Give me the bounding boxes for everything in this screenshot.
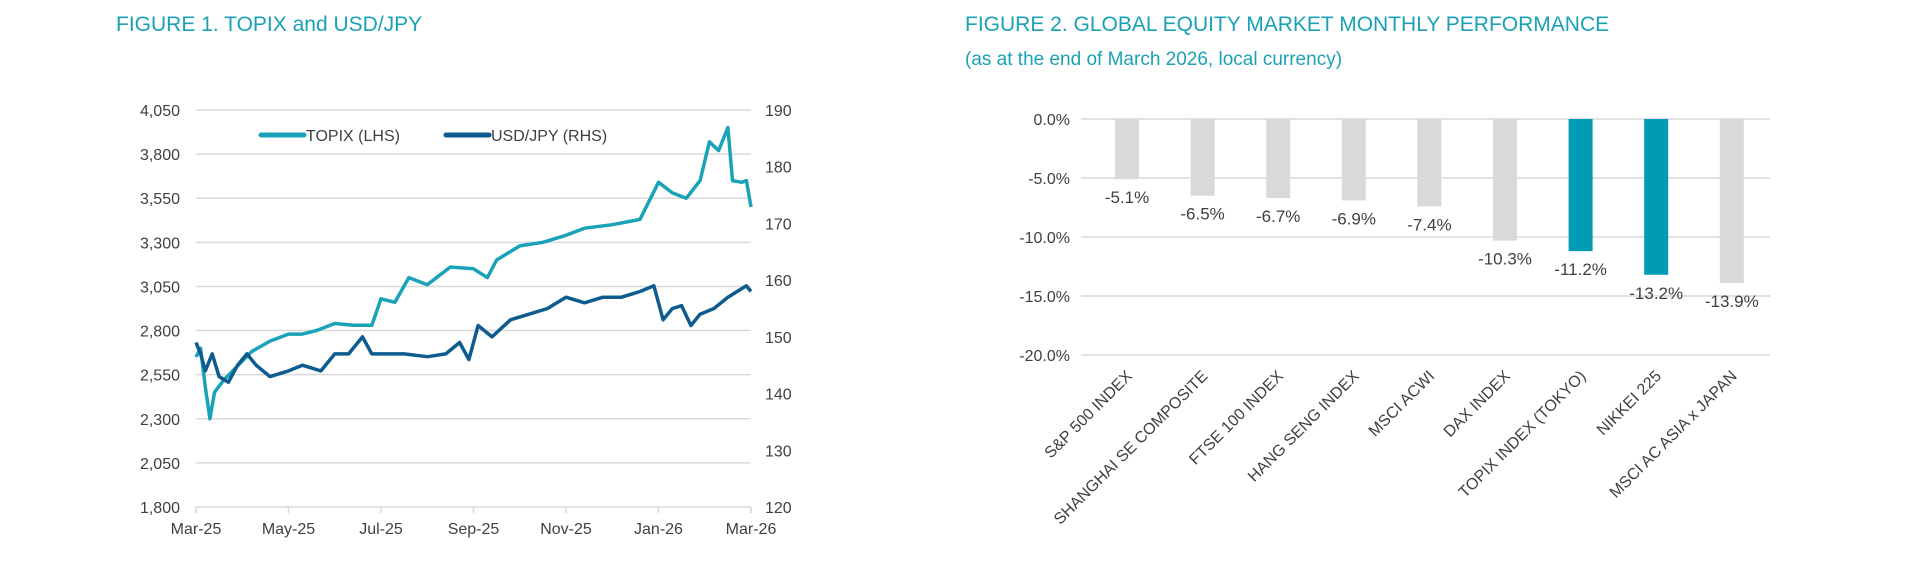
right-axis-tick: 140 (765, 387, 792, 404)
right-axis-tick: 160 (765, 273, 792, 290)
left-axis-tick: 4,050 (140, 103, 180, 120)
data-label: -13.2% (1629, 284, 1683, 303)
category-label: NIKKEI 225 (1594, 368, 1665, 439)
figure2-title: FIGURE 2. GLOBAL EQUITY MARKET MONTHLY P… (965, 13, 1609, 36)
x-axis-tick: Mar-25 (171, 521, 222, 538)
x-axis-tick: Nov-25 (540, 521, 592, 538)
data-label: -6.7% (1256, 207, 1300, 226)
left-axis-tick: 3,050 (140, 279, 180, 296)
series-line-usdjpy (194, 284, 753, 384)
left-axis-tick: 3,300 (140, 235, 180, 252)
right-axis-tick: 120 (765, 500, 792, 517)
bar (1644, 119, 1669, 275)
figure2-subtitle: (as at the end of March 2026, local curr… (965, 49, 1342, 70)
x-axis-tick: Jan-26 (634, 521, 683, 538)
left-axis-tick: 2,800 (140, 324, 180, 341)
data-label: -7.4% (1407, 215, 1451, 234)
category-label: MSCI AC ASIA x JAPAN (1607, 368, 1741, 502)
left-axis-tick: 2,550 (140, 368, 180, 385)
y-axis-tick: -15.0% (1019, 289, 1070, 306)
x-axis-tick: Sep-25 (448, 521, 500, 538)
category-label: MSCI ACWI (1366, 368, 1438, 440)
right-axis-tick: 190 (765, 103, 792, 120)
y-axis-tick: -20.0% (1019, 348, 1070, 365)
bar (1719, 119, 1744, 284)
legend-label: TOPIX (LHS) (306, 128, 400, 145)
figure1-chart: 4,050 3,800 3,550 3,300 3,050 2,800 2,550 2,300… (140, 103, 792, 538)
left-axis-tick: 2,050 (140, 456, 180, 473)
right-axis-tick: 170 (765, 216, 792, 233)
category-label: DAX INDEX (1441, 368, 1514, 441)
data-label: -10.3% (1478, 250, 1532, 269)
legend-label: USD/JPY (RHS) (491, 128, 607, 145)
category-label: TOPIX INDEX (TOKYO) (1456, 368, 1590, 502)
data-label: -13.9% (1705, 292, 1759, 311)
figure2-chart: 0.0%-5.0%-10.0%-15.0%-20.0%-5.1%S&P 500 … (1019, 112, 1770, 528)
data-label: -6.5% (1180, 205, 1224, 224)
left-axis-tick: 1,800 (140, 500, 180, 517)
bar (1341, 119, 1366, 201)
data-label: -5.1% (1105, 188, 1149, 207)
figure1-title: FIGURE 1. TOPIX and USD/JPY (116, 13, 422, 36)
right-axis-tick: 150 (765, 330, 792, 347)
x-axis-tick: Mar-26 (726, 521, 777, 538)
bar (1190, 119, 1215, 196)
left-axis-tick: 3,550 (140, 191, 180, 208)
left-axis-tick: 2,300 (140, 412, 180, 429)
bar (1115, 119, 1139, 180)
bar (1417, 119, 1442, 207)
right-axis-tick: 130 (765, 443, 792, 460)
right-axis-tick: 180 (765, 160, 792, 177)
x-axis-tick: May-25 (262, 521, 315, 538)
category-label: SHANGHAI SE COMPOSITE (1051, 368, 1211, 528)
data-label: -6.9% (1332, 209, 1376, 228)
y-axis-tick: 0.0% (1034, 112, 1070, 129)
bar (1266, 119, 1291, 199)
bar (1568, 119, 1593, 252)
y-axis-tick: -5.0% (1028, 171, 1070, 188)
data-label: -11.2% (1554, 260, 1607, 279)
y-axis-tick: -10.0% (1019, 230, 1070, 247)
left-axis-tick: 3,800 (140, 147, 180, 164)
bar (1493, 119, 1517, 241)
x-axis-tick: Jul-25 (359, 521, 403, 538)
